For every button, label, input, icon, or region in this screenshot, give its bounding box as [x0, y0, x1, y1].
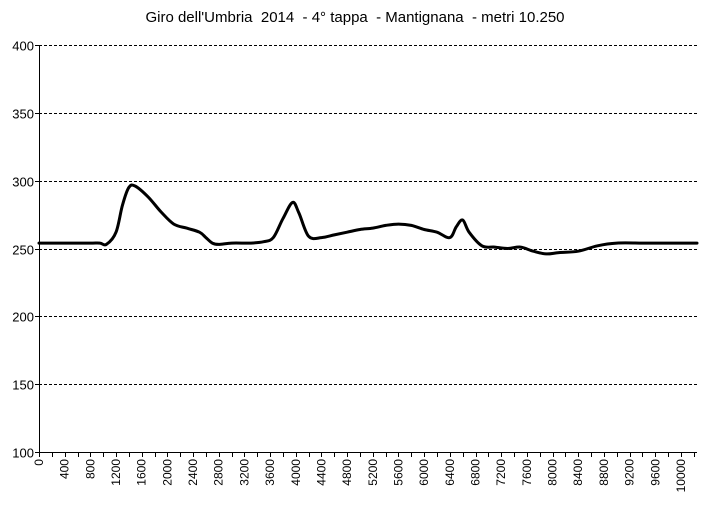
series-line: [37, 183, 699, 256]
axes: [39, 45, 697, 453]
y-axis-ticks: 100 150 200 250 300 350 400: [12, 39, 39, 461]
x-tick-label: 2800: [212, 459, 226, 486]
x-tick-label: 4800: [340, 459, 354, 486]
y-tick-label: 350: [12, 107, 34, 122]
y-tick-label: 150: [12, 378, 34, 393]
x-tick-label: 7600: [520, 459, 534, 486]
x-tick-label: 6400: [443, 459, 457, 486]
x-tick-label: 8000: [546, 459, 560, 486]
x-tick-label: 6000: [417, 459, 431, 486]
x-tick-label: 10000: [674, 459, 688, 493]
x-tick-label: 2000: [160, 459, 174, 486]
y-tick-label: 200: [12, 310, 34, 325]
x-tick-label: 0: [32, 459, 46, 466]
y-tick-label: 250: [12, 243, 34, 258]
series-group: [37, 183, 699, 256]
gridlines: [39, 45, 697, 385]
x-tick-label: 8800: [597, 459, 611, 486]
chart-title: Giro dell'Umbria 2014 - 4° tappa - Manti…: [145, 9, 565, 26]
x-tick-label: 3200: [237, 459, 251, 486]
x-tick-label: 9200: [623, 459, 637, 486]
x-tick-label: 4400: [314, 459, 328, 486]
x-tick-label: 8400: [571, 459, 585, 486]
x-tick-label: 9600: [648, 459, 662, 486]
x-tick-label: 400: [58, 459, 72, 479]
x-tick-label: 5200: [366, 459, 380, 486]
x-tick-label: 800: [83, 459, 97, 479]
x-tick-label: 4000: [289, 459, 303, 486]
x-tick-label: 5600: [391, 459, 405, 486]
x-tick-label: 6800: [469, 459, 483, 486]
x-tick-label: 3600: [263, 459, 277, 486]
y-tick-label: 400: [12, 39, 34, 54]
y-tick-label: 300: [12, 175, 34, 190]
x-tick-label: 1600: [135, 459, 149, 486]
x-tick-label: 2400: [186, 459, 200, 486]
y-tick-label: 100: [12, 446, 34, 461]
x-tick-label: 7200: [494, 459, 508, 486]
x-axis-ticks: 0 400 800 1200 1600 2000 2400 2800 3200 3600 4000 4…: [32, 452, 695, 492]
x-tick-label: 1200: [109, 459, 123, 486]
